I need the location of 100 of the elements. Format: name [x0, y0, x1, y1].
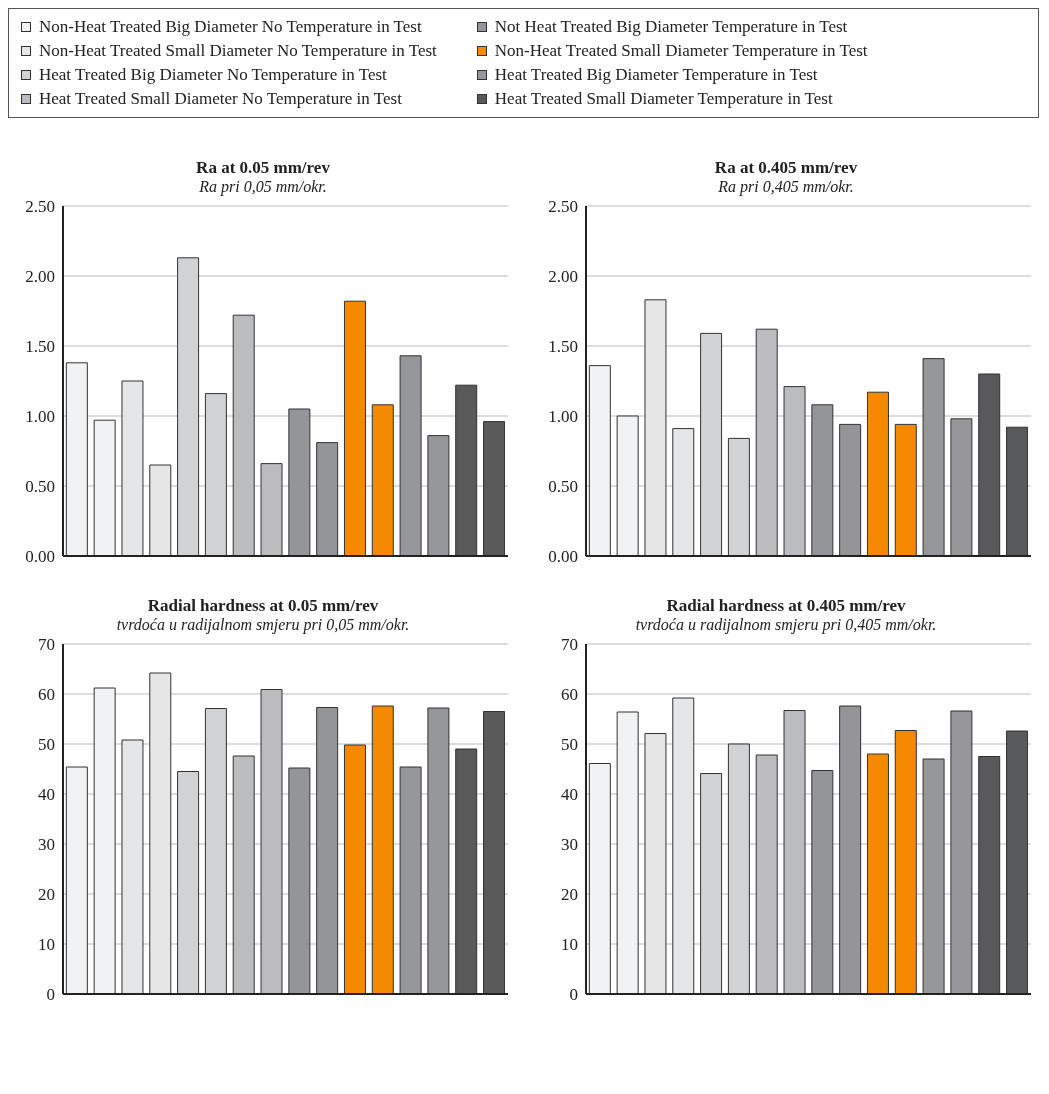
bar [811, 770, 834, 994]
chart-title: Ra at 0.05 mm/rev [195, 158, 331, 178]
bar [316, 707, 339, 994]
y-tick-label: 50 [38, 735, 55, 755]
y-tick-label: 20 [38, 885, 55, 905]
bar [727, 743, 750, 994]
y-tick-label: 0.00 [25, 547, 55, 567]
legend-label: Heat Treated Big Diameter No Temperature in Test [39, 65, 387, 85]
bar [371, 404, 394, 556]
chart-title: Ra at 0.405 mm/rev [713, 158, 859, 178]
bar [455, 384, 478, 556]
bar [588, 763, 611, 994]
y-tick-label: 40 [38, 785, 55, 805]
bar [922, 758, 945, 994]
bar [399, 355, 422, 556]
chart-subtitle: tvrdoća u radijalnom smjeru pri 0,05 mm/okr. [115, 616, 411, 634]
y-tick-label: 0.50 [548, 477, 578, 497]
bar [727, 437, 750, 556]
bar [288, 408, 311, 556]
y-tick-label: 30 [561, 835, 578, 855]
y-tick-label: 70 [561, 635, 578, 655]
bar [950, 710, 973, 994]
y-tick-label: 60 [38, 685, 55, 705]
bar [149, 464, 172, 556]
y-tick-label: 1.00 [548, 407, 578, 427]
bar [700, 773, 723, 994]
bar [427, 707, 450, 994]
bar [588, 365, 611, 556]
bar [204, 708, 227, 994]
bar [427, 435, 450, 556]
y-tick-label: 0 [569, 985, 578, 1005]
y-tick-label: 10 [561, 935, 578, 955]
bar [371, 705, 394, 994]
y-tick-label: 10 [38, 935, 55, 955]
legend-label: Heat Treated Big Diameter Temperature in Test [494, 65, 818, 85]
bar [455, 748, 478, 994]
chart-subtitle: Ra pri 0,05 mm/okr. [198, 178, 328, 196]
bar [316, 442, 339, 556]
bar [616, 415, 639, 556]
bar [483, 711, 506, 994]
bar [839, 423, 862, 556]
bar [672, 428, 695, 556]
legend-label: Heat Treated Small Diameter Temperature in Test [494, 89, 833, 109]
bar [866, 391, 889, 556]
y-tick-label: 2.00 [548, 267, 578, 287]
y-tick-label: 0.50 [25, 477, 55, 497]
bar [121, 380, 144, 556]
bar [121, 739, 144, 994]
bar [672, 697, 695, 994]
legend-label: Non-Heat Treated Big Diameter No Temperature in Test [39, 17, 422, 37]
legend-label: Non-Heat Treated Small Diameter No Temperature in Test [39, 41, 437, 61]
bar [65, 766, 88, 994]
y-tick-label: 2.00 [25, 267, 55, 287]
y-tick-label: 2.50 [548, 197, 578, 217]
y-tick-label: 1.00 [25, 407, 55, 427]
bar [1006, 730, 1029, 994]
bar [978, 756, 1001, 994]
bar [700, 332, 723, 556]
bar [177, 257, 200, 556]
bar [399, 766, 422, 994]
legend-label: Heat Treated Small Diameter No Temperature in Test [39, 89, 402, 109]
bar [894, 423, 917, 556]
y-tick-label: 30 [38, 835, 55, 855]
chart-subtitle: Ra pri 0,405 mm/okr. [717, 178, 855, 196]
y-tick-label: 0 [46, 985, 55, 1005]
bar [1006, 426, 1029, 556]
chart-title: Radial hardness at 0.405 mm/rev [665, 596, 907, 616]
y-tick-label: 20 [561, 885, 578, 905]
y-tick-label: 2.50 [25, 197, 55, 217]
y-tick-label: 60 [561, 685, 578, 705]
bar [177, 771, 200, 994]
chart-subtitle: tvrdoća u radijalnom smjeru pri 0,405 mm/okr. [634, 616, 938, 634]
legend-label: Not Heat Treated Big Diameter Temperature in Test [494, 17, 848, 37]
bar [288, 767, 311, 994]
bar [950, 418, 973, 556]
y-tick-label: 40 [561, 785, 578, 805]
bar [866, 753, 889, 994]
y-tick-label: 1.50 [25, 337, 55, 357]
bar [978, 373, 1001, 556]
bar [922, 358, 945, 556]
bar [839, 705, 862, 994]
bar [644, 299, 667, 556]
y-tick-label: 0.00 [548, 547, 578, 567]
bar [616, 711, 639, 994]
y-tick-label: 70 [38, 635, 55, 655]
bar [343, 300, 366, 556]
bar [93, 419, 116, 556]
bar [65, 362, 88, 556]
bar [483, 421, 506, 556]
bar [149, 672, 172, 994]
bar [204, 393, 227, 556]
bar [644, 733, 667, 994]
bar [93, 687, 116, 994]
y-tick-label: 1.50 [548, 337, 578, 357]
bar [811, 404, 834, 556]
bar [343, 744, 366, 994]
y-tick-label: 50 [561, 735, 578, 755]
bar [894, 730, 917, 994]
legend-label: Non-Heat Treated Small Diameter Temperature in Test [494, 41, 868, 61]
chart-title: Radial hardness at 0.05 mm/rev [146, 596, 380, 616]
